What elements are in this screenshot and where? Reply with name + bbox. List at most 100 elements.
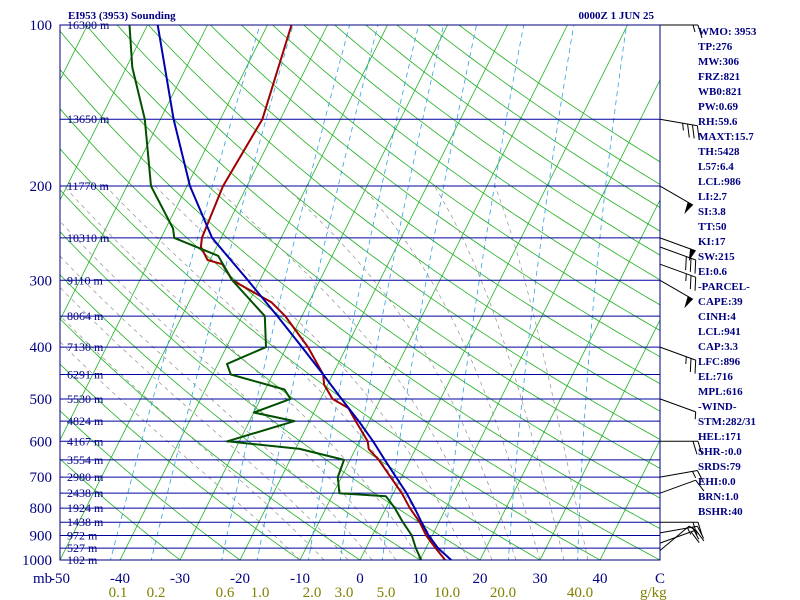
dry-adiabat-line	[334, 25, 660, 256]
height-label: 5530 m	[67, 392, 104, 406]
mixing-ratio-line	[308, 25, 419, 560]
isotherm-line	[359, 25, 628, 560]
valid-time: 0000Z 1 JUN 25	[579, 10, 655, 22]
index-line: PW:0.69	[698, 101, 739, 113]
index-line: HEL:171	[698, 431, 741, 443]
dry-adiabat-line	[178, 25, 660, 385]
mixing-ratio-label: 1.0	[251, 585, 270, 600]
isotherm-line	[419, 79, 660, 560]
temperature-tick-label: C	[655, 571, 665, 587]
isotherm-line	[60, 25, 268, 441]
wind-barb-flag	[697, 522, 703, 536]
wind-barb-staff	[659, 237, 696, 252]
wind-barb-flag	[696, 526, 705, 539]
mixing-ratio-line	[381, 25, 477, 560]
wind-barb-pennant	[684, 296, 693, 309]
index-line: WMO: 3953	[698, 26, 757, 38]
index-line: SW:215	[698, 251, 735, 263]
index-line: MAXT:15.7	[698, 131, 754, 143]
height-label: 2438 m	[67, 486, 104, 500]
moist-adiabat-line	[60, 220, 397, 560]
moist-adiabat-line	[284, 185, 517, 560]
wind-barb	[659, 470, 705, 483]
mixing-ratio-line	[221, 25, 350, 560]
isotherm-line	[539, 319, 660, 560]
pressure-unit-label: mb	[33, 571, 52, 587]
temperature-tick-label: 0	[356, 571, 364, 587]
mixing-ratio-label: 0.6	[216, 585, 235, 600]
index-line: -WIND-	[698, 401, 737, 413]
pressure-tick-label: 400	[30, 340, 53, 356]
temperature-tick-label: 10	[413, 571, 428, 587]
plot-frame	[59, 24, 661, 561]
mixing-ratio-unit-label: g/kg	[640, 585, 667, 600]
wind-barb-column	[659, 24, 705, 551]
wind-barb-flag	[692, 441, 698, 455]
wind-barb-flag	[697, 24, 703, 39]
pressure-tick-label: 900	[30, 529, 53, 545]
index-line: BSHR:40	[698, 506, 743, 518]
wind-barb	[659, 346, 697, 374]
isotherm-line	[60, 25, 208, 321]
index-line: FRZ:821	[698, 71, 740, 83]
dry-adiabat-line	[303, 25, 660, 281]
wind-barb	[660, 440, 703, 455]
wind-barb-flag	[697, 441, 703, 455]
dry-adiabat-line	[60, 68, 660, 530]
height-label: 2980 m	[67, 470, 104, 484]
dry-adiabat-line	[60, 189, 541, 560]
temperature-tick-label: 30	[533, 571, 548, 587]
wind-barb-flag	[685, 256, 687, 271]
dry-adiabat-line	[60, 231, 481, 560]
wind-barb-half-flag	[692, 471, 697, 479]
wind-barb	[659, 185, 694, 214]
wind-barb-flag	[692, 522, 698, 536]
index-line: L57:6.4	[698, 161, 734, 173]
wind-barb-flag	[695, 529, 705, 542]
wind-barb-pennant	[684, 202, 693, 214]
temperature-tick-label: -40	[110, 571, 130, 587]
index-line: CAPE:39	[698, 296, 743, 308]
wind-barb-half-flag	[694, 411, 697, 420]
wind-barb-half-flag	[685, 273, 687, 282]
pressure-tick-label: 1000	[22, 553, 52, 569]
index-line: MPL:616	[698, 386, 743, 398]
height-label: 4824 m	[67, 414, 104, 428]
wind-barb-flag	[689, 258, 692, 272]
wind-barb-staff	[659, 525, 698, 534]
dry-adiabat-line	[240, 25, 660, 331]
index-line: STM:282/31	[698, 416, 756, 428]
height-label: 8064 m	[67, 309, 104, 323]
index-line: BRN:1.0	[698, 491, 739, 503]
height-label: 1924 m	[67, 501, 104, 515]
dry-adiabat-line	[209, 25, 660, 358]
dry-adiabat-line	[60, 458, 181, 560]
wind-barb-flag	[694, 277, 697, 291]
index-line: EHI:0.0	[698, 476, 736, 488]
wind-barb	[659, 479, 705, 494]
mixing-ratio-label: 0.1	[109, 585, 128, 600]
mixing-ratio-line	[150, 25, 294, 560]
index-line: LFC:896	[698, 356, 741, 368]
index-line: EL:716	[698, 371, 733, 383]
mixing-ratio-label: 2.0	[303, 585, 322, 600]
temperature-tick-label: -50	[50, 571, 70, 587]
dewpoint-profile-line	[128, 25, 423, 560]
height-label: 16300 m	[67, 18, 110, 32]
moist-adiabat-line	[60, 255, 373, 560]
height-label: 13650 m	[67, 112, 110, 126]
dry-adiabat-line	[60, 274, 421, 560]
wind-barb-staff	[659, 263, 696, 278]
height-label: 1438 m	[67, 515, 104, 529]
temperature-tick-label: -20	[230, 571, 250, 587]
index-line: CAP:3.3	[698, 341, 739, 353]
wind-barb-flag	[690, 531, 700, 543]
dry-adiabat-line	[85, 25, 660, 469]
height-label: 3554 m	[67, 453, 104, 467]
temperature-tick-label: 40	[593, 571, 608, 587]
index-line: KI:17	[698, 236, 726, 248]
mixing-ratio-line	[339, 25, 444, 560]
wind-barb-flag	[687, 124, 690, 138]
